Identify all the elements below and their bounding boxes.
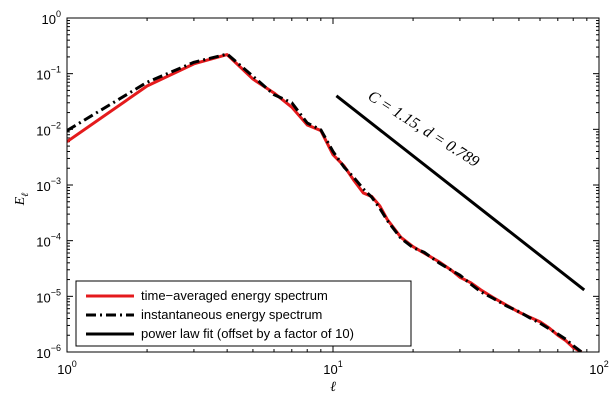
y-tick-label: 10−3 [36, 176, 61, 194]
legend-label-power-law-fit: power law fit (offset by a factor of 10) [141, 326, 354, 341]
y-tick-label: 10−2 [36, 120, 61, 138]
y-axis-label-text: E [13, 196, 28, 206]
y-tick-label: 10−4 [36, 232, 61, 250]
y-tick-label: 100 [42, 9, 61, 27]
svg-text:Eℓ: Eℓ [13, 193, 31, 207]
y-axis-label-subscript: ℓ [20, 193, 31, 197]
legend: time−averaged energy spectrum instantane… [75, 280, 412, 347]
x-tick-label: 100 [57, 359, 76, 377]
series-line-2 [335, 94, 586, 292]
x-tick-label: 101 [323, 359, 342, 377]
x-axis-label-text: ℓ [330, 380, 336, 395]
x-tick-label: 102 [589, 359, 608, 377]
plot-frame [66, 17, 600, 353]
legend-label-instantaneous: instantaneous energy spectrum [141, 307, 322, 322]
y-axis-label: Eℓ [13, 193, 31, 207]
series-line-1 [67, 52, 583, 352]
tick-labels: 100 101 102 100 10−1 10−2 10−3 10−4 10−5 10−6 [36, 9, 608, 377]
y-tick-label: 10−1 [36, 65, 61, 83]
series-layer [67, 52, 586, 352]
y-tick-label: 10−5 [36, 287, 61, 305]
x-axis-label: ℓ [330, 380, 336, 395]
legend-label-time-averaged: time−averaged energy spectrum [141, 288, 328, 303]
y-tick-label: 10−6 [36, 343, 61, 361]
